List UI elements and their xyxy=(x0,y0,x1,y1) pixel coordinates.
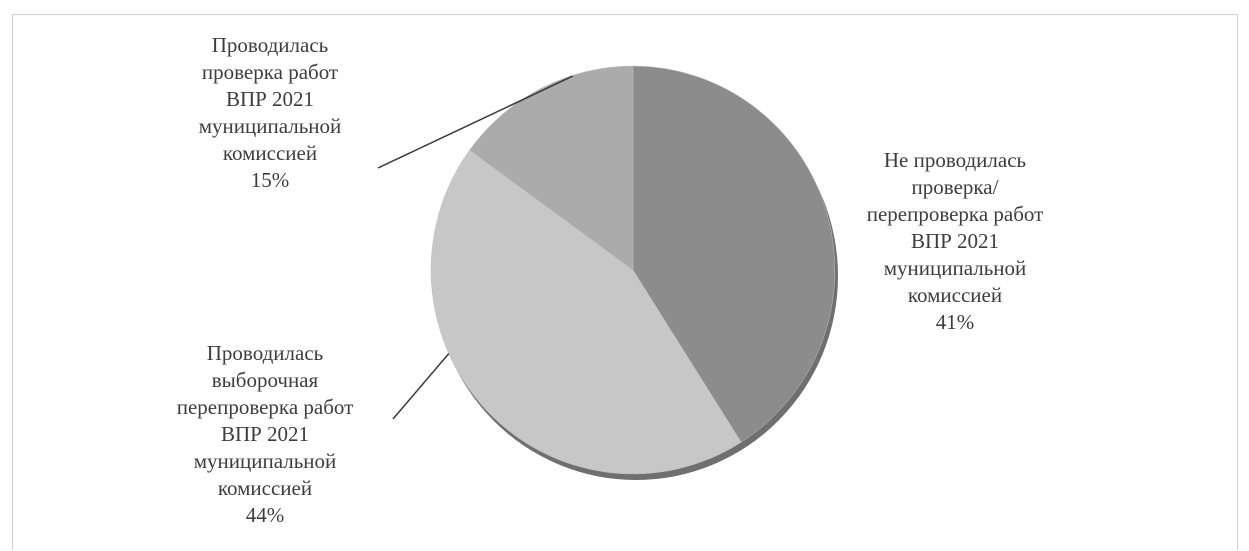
pie-slices xyxy=(430,65,836,475)
chart-frame xyxy=(12,14,1238,550)
pie-slice-0 xyxy=(632,65,836,443)
pie-slice-2 xyxy=(469,65,634,271)
leader-line-municipal-check xyxy=(377,75,573,169)
slice-label-municipal-check: Проводилась проверка работ ВПР 2021 муни… xyxy=(198,33,342,192)
slice-label-selective-recheck: Проводилась выборочная перепроверка рабо… xyxy=(176,341,354,527)
pie-slice-1 xyxy=(430,149,742,475)
leader-lines xyxy=(377,75,573,420)
slice-label-not-checked: Не проводилась проверка/ перепроверка ра… xyxy=(866,148,1044,334)
leader-line-selective-recheck xyxy=(392,353,450,420)
